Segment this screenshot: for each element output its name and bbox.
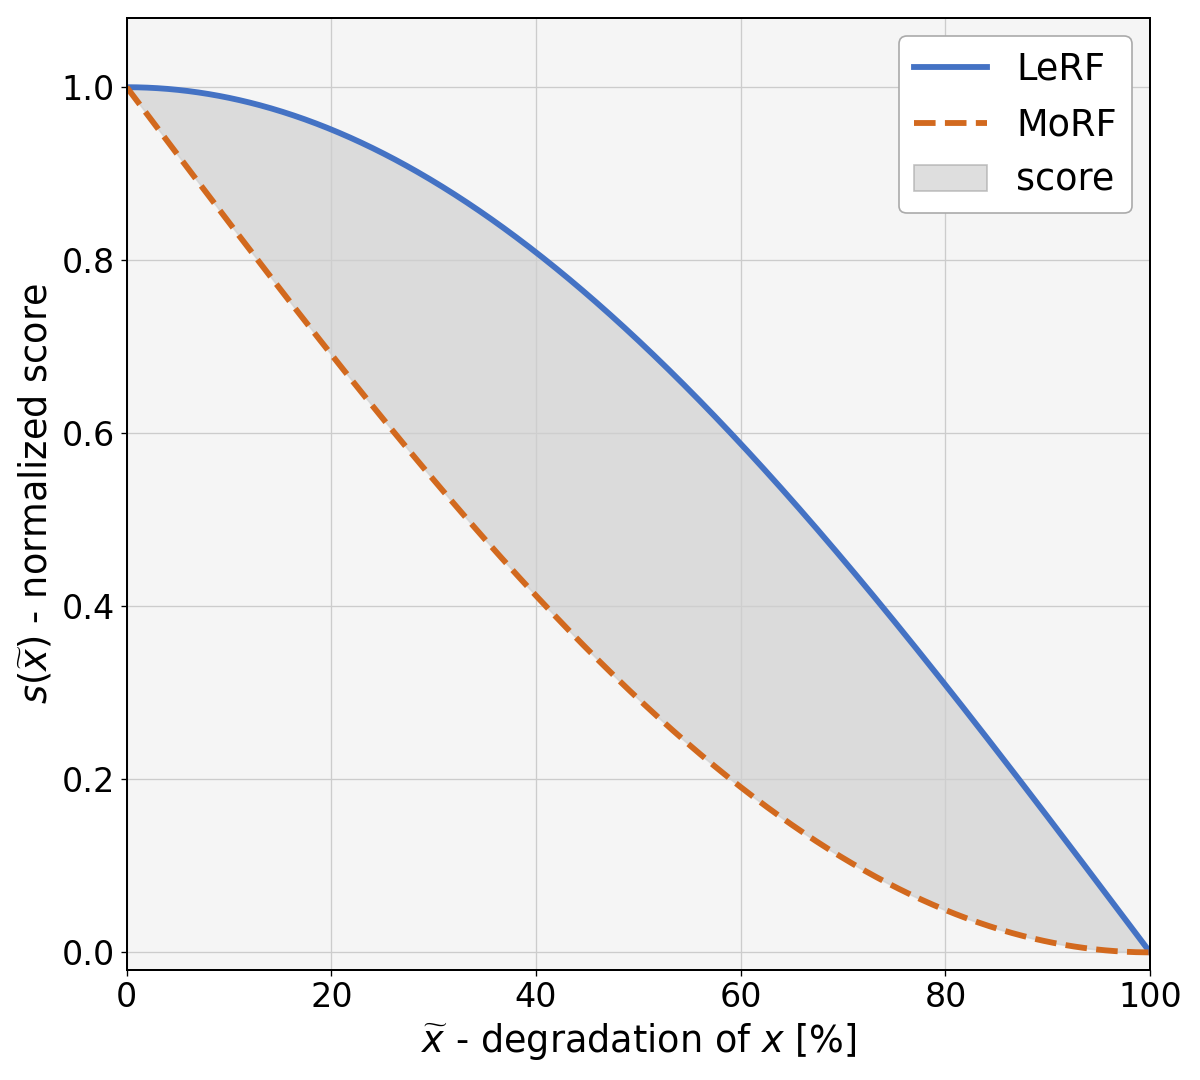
LeRF [533, 249, 547, 262]
Legend: LeRF, MoRF, score: LeRF, MoRF, score [899, 37, 1132, 214]
LeRF [224, 92, 239, 105]
LeRF [570, 280, 584, 293]
MoRF [570, 633, 584, 646]
MoRF [224, 219, 239, 232]
MoRF [1142, 946, 1157, 959]
Line: LeRF: LeRF [127, 87, 1150, 953]
LeRF [822, 537, 836, 550]
MoRF [120, 81, 134, 94]
MoRF [936, 903, 950, 916]
LeRF [918, 652, 932, 665]
LeRF [936, 676, 950, 689]
X-axis label: $\widetilde{x}$ - degradation of $x$ [%]: $\widetilde{x}$ - degradation of $x$ [%] [421, 1021, 856, 1062]
LeRF [120, 81, 134, 94]
Y-axis label: $s(\widetilde{x})$ - normalized score: $s(\widetilde{x})$ - normalized score [18, 283, 55, 704]
MoRF [533, 594, 547, 607]
MoRF [918, 894, 932, 907]
MoRF [822, 843, 836, 856]
LeRF [1142, 946, 1157, 959]
Line: MoRF: MoRF [127, 87, 1150, 953]
